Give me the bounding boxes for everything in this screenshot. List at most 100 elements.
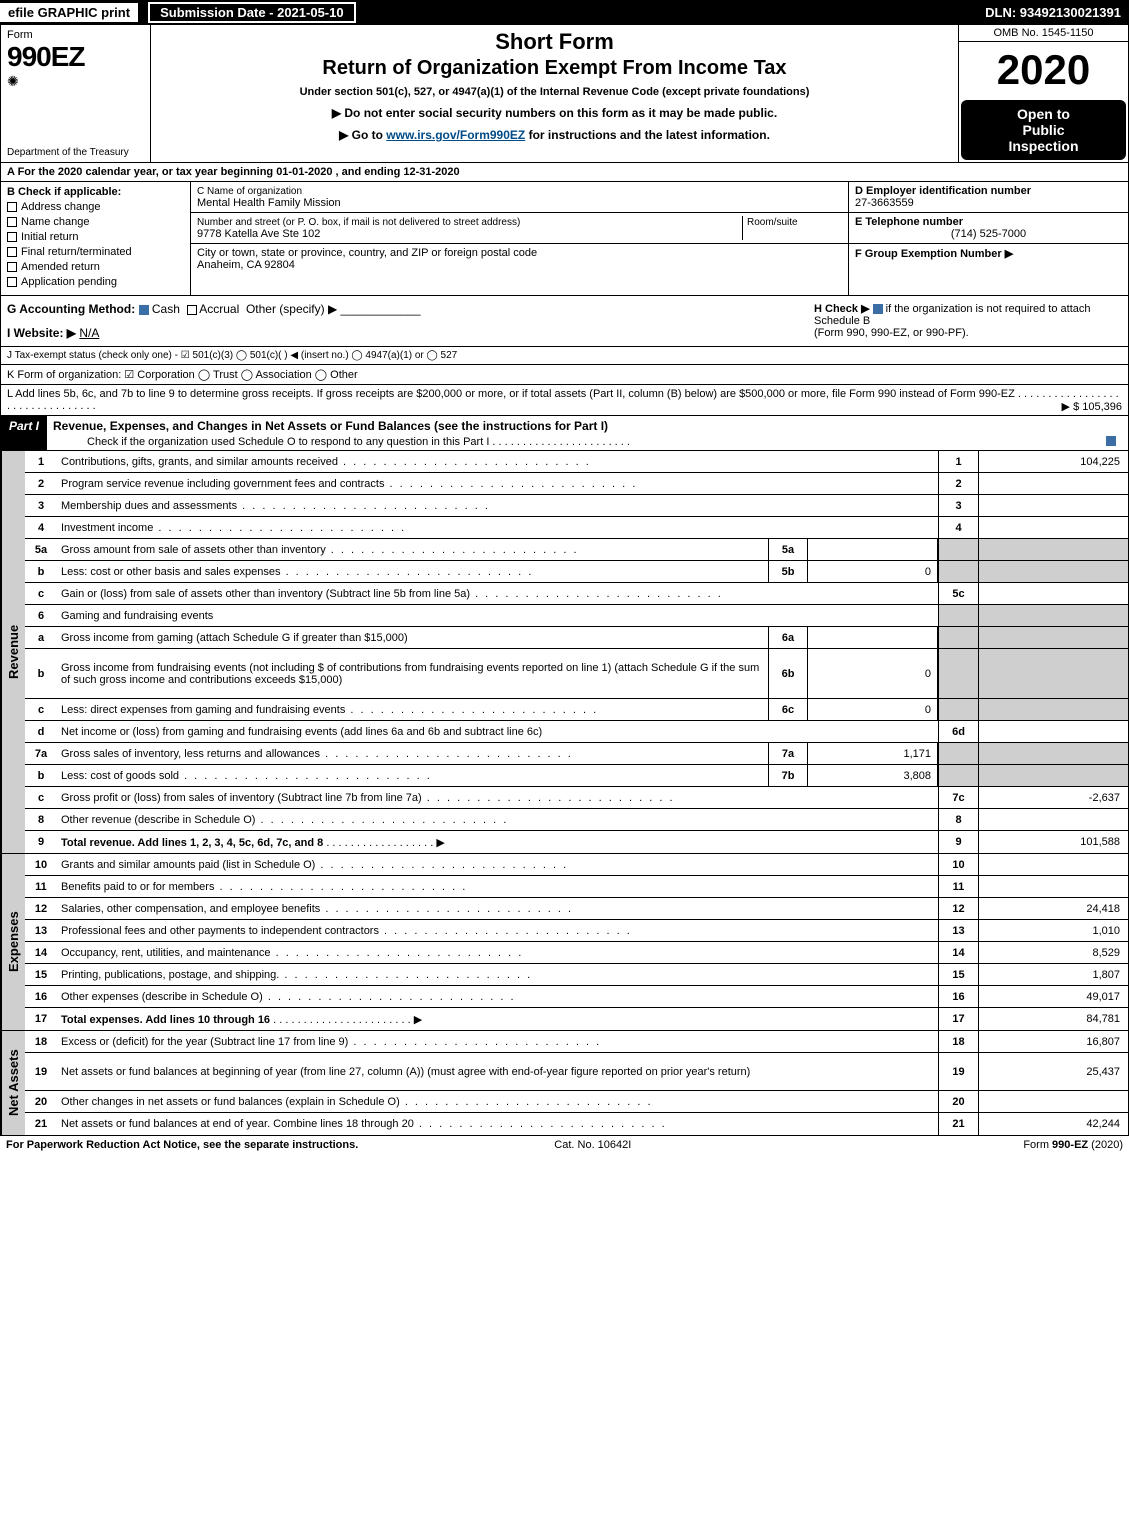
row-5c: cGain or (loss) from sale of assets othe…	[25, 583, 1128, 605]
sv-7a: 1,171	[808, 743, 938, 764]
website-lbl: I Website: ▶	[7, 326, 76, 340]
val-9: 101,588	[978, 831, 1128, 853]
row-6: 6Gaming and fundraising events	[25, 605, 1128, 627]
desc-16: Other expenses (describe in Schedule O)	[57, 989, 938, 1005]
val-12: 24,418	[978, 898, 1128, 919]
nc-5a-gray	[938, 539, 978, 560]
nc-18: 18	[938, 1031, 978, 1052]
chk-final-lbl: Final return/terminated	[21, 246, 132, 258]
city-lbl: City or town, state or province, country…	[197, 247, 537, 259]
chk-address[interactable]: Address change	[7, 201, 184, 213]
chk-cash[interactable]	[139, 305, 149, 315]
nc-12: 12	[938, 898, 978, 919]
desc-6a: Gross income from gaming (attach Schedul…	[57, 630, 768, 646]
chk-final[interactable]: Final return/terminated	[7, 246, 184, 258]
ln-8: 8	[25, 812, 57, 828]
row-6d: dNet income or (loss) from gaming and fu…	[25, 721, 1128, 743]
cash-lbl: Cash	[152, 302, 180, 316]
line-j: J Tax-exempt status (check only one) - ☑…	[1, 347, 1128, 365]
sv-6b: 0	[808, 649, 938, 698]
nc-4: 4	[938, 517, 978, 538]
city-val: Anaheim, CA 92804	[197, 259, 295, 271]
line-h-post: (Form 990, 990-EZ, or 990-PF).	[814, 327, 969, 339]
open1: Open to	[1017, 106, 1070, 122]
title-short-form: Short Form	[159, 29, 950, 55]
val-1: 104,225	[978, 451, 1128, 472]
footer-cat: Cat. No. 10642I	[554, 1139, 631, 1151]
info-boxes: B Check if applicable: Address change Na…	[1, 182, 1128, 296]
desc-5c: Gain or (loss) from sale of assets other…	[57, 586, 938, 602]
sc-6b: 6b	[768, 649, 808, 698]
chk-schedule-o[interactable]	[1106, 436, 1116, 446]
ln-5c: c	[25, 586, 57, 602]
ln-5a: 5a	[25, 542, 57, 558]
revenue-section: Revenue 1Contributions, gifts, grants, a…	[1, 451, 1128, 854]
ein-lbl: D Employer identification number	[855, 185, 1031, 197]
sv-5b: 0	[808, 561, 938, 582]
header-right: OMB No. 1545-1150 2020 Open to Public In…	[958, 25, 1128, 162]
nc-7a-gray	[938, 743, 978, 764]
sv-5a	[808, 539, 938, 560]
chk-address-lbl: Address change	[21, 201, 101, 213]
chk-accrual[interactable]	[187, 305, 197, 315]
expenses-body: 10Grants and similar amounts paid (list …	[25, 854, 1128, 1030]
sc-5a: 5a	[768, 539, 808, 560]
ln-3: 3	[25, 498, 57, 514]
submission-date: Submission Date - 2021-05-10	[148, 2, 356, 23]
form-header: Form 990EZ ✺ Department of the Treasury …	[1, 25, 1128, 163]
instr2-pre: ▶ Go to	[339, 128, 386, 142]
desc-21: Net assets or fund balances at end of ye…	[57, 1116, 938, 1132]
header-left: Form 990EZ ✺ Department of the Treasury	[1, 25, 151, 162]
chk-initial-lbl: Initial return	[21, 231, 78, 243]
ln-4: 4	[25, 520, 57, 536]
chk-pending[interactable]: Application pending	[7, 276, 184, 288]
val-6c-gray	[978, 699, 1128, 720]
lines-gh: G Accounting Method: Cash Accrual Other …	[1, 296, 1128, 347]
expenses-section: Expenses 10Grants and similar amounts pa…	[1, 854, 1128, 1031]
accounting-lbl: G Accounting Method:	[7, 302, 135, 316]
netassets-section: Net Assets 18Excess or (deficit) for the…	[1, 1031, 1128, 1135]
chk-schedule-b[interactable]	[873, 304, 883, 314]
val-10	[978, 854, 1128, 875]
ln-18: 18	[25, 1034, 57, 1050]
chk-name[interactable]: Name change	[7, 216, 184, 228]
box-f: F Group Exemption Number ▶	[849, 244, 1128, 263]
footer-right: Form 990-EZ (2020)	[1023, 1139, 1123, 1151]
chk-amended[interactable]: Amended return	[7, 261, 184, 273]
desc-12: Salaries, other compensation, and employ…	[57, 901, 938, 917]
group-exemption-lbl: F Group Exemption Number ▶	[855, 248, 1013, 260]
ln-12: 12	[25, 901, 57, 917]
revenue-side-label: Revenue	[1, 451, 25, 853]
nc-1: 1	[938, 451, 978, 472]
desc-15: Printing, publications, postage, and shi…	[57, 967, 938, 983]
ln-17: 17	[25, 1011, 57, 1027]
page-footer: For Paperwork Reduction Act Notice, see …	[0, 1136, 1129, 1154]
desc-5b: Less: cost or other basis and sales expe…	[57, 564, 768, 580]
nc-6d: 6d	[938, 721, 978, 742]
chk-initial[interactable]: Initial return	[7, 231, 184, 243]
box-c: C Name of organization Mental Health Fam…	[191, 182, 848, 295]
form-container: Form 990EZ ✺ Department of the Treasury …	[0, 24, 1129, 1136]
ln-5b: b	[25, 564, 57, 580]
val-21: 42,244	[978, 1113, 1128, 1135]
desc-17: Total expenses. Add lines 10 through 16 …	[57, 1011, 938, 1028]
box-b-label: B Check if applicable:	[7, 186, 184, 198]
val-3	[978, 495, 1128, 516]
desc-6d: Net income or (loss) from gaming and fun…	[57, 724, 938, 740]
row-4: 4Investment income4	[25, 517, 1128, 539]
desc-6: Gaming and fundraising events	[57, 608, 938, 624]
nc-8: 8	[938, 809, 978, 830]
irs-link[interactable]: www.irs.gov/Form990EZ	[386, 128, 525, 142]
accrual-lbl: Accrual	[199, 302, 239, 316]
val-20	[978, 1091, 1128, 1112]
netassets-body: 18Excess or (deficit) for the year (Subt…	[25, 1031, 1128, 1135]
desc-3: Membership dues and assessments	[57, 498, 938, 514]
phone-val: (714) 525-7000	[855, 228, 1122, 240]
val-7c: -2,637	[978, 787, 1128, 808]
row-6c: cLess: direct expenses from gaming and f…	[25, 699, 1128, 721]
line-l-amount: ▶ $ 105,396	[1062, 400, 1122, 413]
revenue-body: 1Contributions, gifts, grants, and simil…	[25, 451, 1128, 853]
nc-16: 16	[938, 986, 978, 1007]
part-i-title: Revenue, Expenses, and Changes in Net As…	[47, 416, 1128, 436]
efile-label[interactable]: efile GRAPHIC print	[0, 3, 138, 22]
